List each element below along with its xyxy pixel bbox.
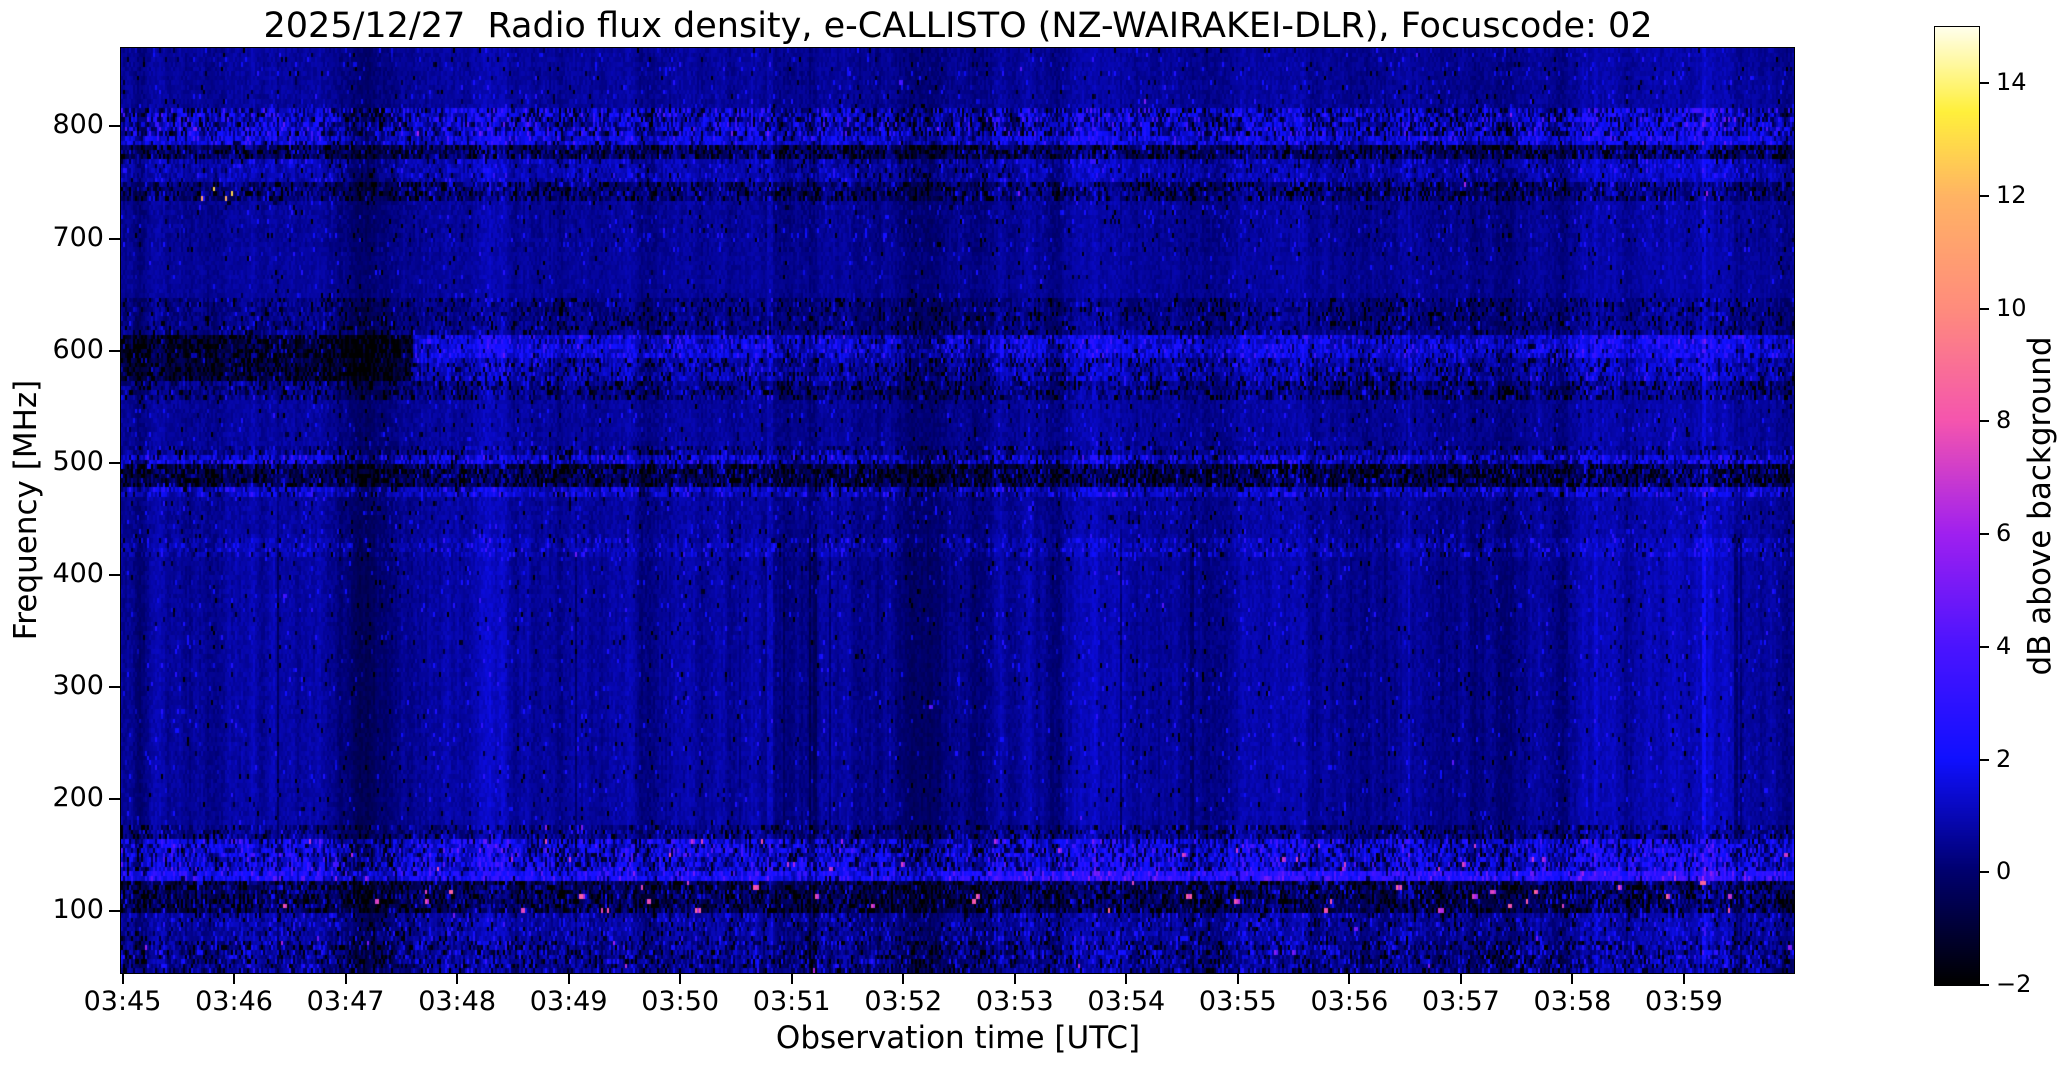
y-tick-label: 600 (52, 333, 104, 365)
y-tick-mark (109, 573, 120, 576)
y-tick-label: 300 (52, 670, 104, 702)
y-tick-mark (109, 686, 120, 689)
y-tick-mark (109, 798, 120, 801)
x-tick-label: 03:57 (1421, 986, 1500, 1017)
colorbar-tick-label: 8 (1996, 406, 2012, 435)
y-axis-label: Frequency [MHz] (8, 379, 44, 641)
y-tick-mark (109, 125, 120, 128)
colorbar-canvas (1935, 27, 1979, 985)
x-tick-mark (1125, 974, 1128, 984)
colorbar-tick-label: 10 (1996, 293, 2027, 322)
x-tick-label: 03:45 (83, 986, 162, 1017)
x-tick-mark (790, 974, 793, 984)
x-tick-mark (344, 974, 347, 984)
y-tick-label: 400 (52, 557, 104, 589)
x-tick-label: 03:46 (195, 986, 273, 1017)
y-tick-label: 700 (52, 221, 104, 253)
x-tick-label: 03:59 (1645, 986, 1723, 1017)
y-tick-mark (109, 349, 120, 352)
colorbar-tick-mark (1980, 984, 1989, 986)
spectrogram-canvas (121, 48, 1794, 973)
x-tick-mark (902, 974, 905, 984)
x-tick-label: 03:52 (864, 986, 943, 1017)
x-tick-label: 03:48 (418, 986, 496, 1017)
spectrogram-plot-area (120, 47, 1795, 974)
colorbar-tick-mark (1980, 420, 1989, 423)
x-axis-label: Observation time [UTC] (775, 1020, 1141, 1056)
colorbar-tick-label: −2 (1996, 970, 2032, 998)
x-tick-mark (1459, 974, 1462, 984)
x-tick-label: 03:58 (1533, 986, 1612, 1017)
x-tick-mark (456, 974, 459, 984)
x-tick-mark (233, 974, 236, 984)
y-tick-label: 800 (52, 109, 104, 141)
y-tick-label: 100 (52, 894, 104, 926)
y-tick-label: 500 (52, 445, 104, 477)
x-tick-mark (567, 974, 570, 984)
x-tick-label: 03:50 (641, 986, 720, 1017)
colorbar-tick-label: 12 (1996, 181, 2027, 210)
x-tick-mark (1013, 974, 1016, 984)
x-tick-label: 03:54 (1087, 986, 1166, 1017)
x-tick-mark (1348, 974, 1351, 984)
y-tick-label: 200 (52, 782, 104, 814)
colorbar-tick-mark (1980, 307, 1989, 310)
y-tick-mark (109, 461, 120, 464)
y-tick-mark (109, 910, 120, 913)
colorbar (1934, 26, 1980, 986)
x-tick-label: 03:51 (752, 986, 831, 1017)
colorbar-tick-mark (1980, 82, 1989, 85)
colorbar-tick-label: 6 (1996, 519, 2012, 548)
colorbar-label: dB above background (2022, 336, 2058, 676)
x-tick-label: 03:53 (975, 986, 1054, 1017)
x-tick-label: 03:55 (1198, 986, 1277, 1017)
colorbar-tick-label: 0 (1996, 857, 2012, 886)
colorbar-tick-mark (1980, 195, 1989, 198)
y-tick-mark (109, 237, 120, 240)
colorbar-tick-label: 4 (1996, 631, 2012, 660)
colorbar-tick-mark (1980, 758, 1989, 761)
colorbar-tick-mark (1980, 871, 1989, 874)
colorbar-tick-label: 14 (1996, 68, 2027, 97)
x-tick-mark (121, 974, 124, 984)
page-title: 2025/12/27 Radio flux density, e-CALLIST… (263, 6, 1653, 46)
x-tick-label: 03:49 (529, 986, 608, 1017)
x-tick-mark (1236, 974, 1239, 984)
x-tick-label: 03:56 (1310, 986, 1389, 1017)
x-tick-mark (1571, 974, 1574, 984)
x-tick-mark (1682, 974, 1685, 984)
x-tick-label: 03:47 (306, 986, 385, 1017)
colorbar-tick-mark (1980, 533, 1989, 536)
colorbar-tick-mark (1980, 645, 1989, 648)
colorbar-tick-label: 2 (1996, 744, 2012, 773)
x-tick-mark (679, 974, 682, 984)
